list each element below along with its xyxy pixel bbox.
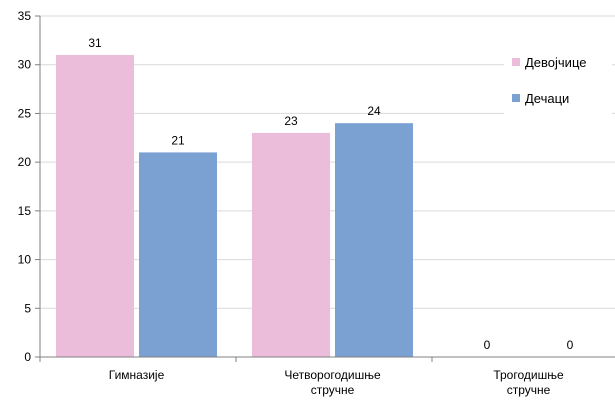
y-tick-label: 20	[18, 155, 32, 169]
y-tick-label: 15	[18, 204, 32, 218]
bars: 31 21 23 24 0 0	[56, 36, 574, 358]
legend-box	[504, 46, 612, 116]
y-tick-label: 30	[18, 58, 32, 72]
x-axis: Гимназије Четворогодишње стручне Трогодишње…	[39, 356, 615, 397]
x-tick-label: Гимназије	[109, 368, 165, 382]
y-tick-label: 5	[24, 301, 31, 315]
y-tick-label: 35	[18, 9, 32, 23]
y-tick-label: 0	[24, 350, 31, 364]
bar-boys	[139, 152, 217, 357]
data-label: 0	[484, 338, 491, 352]
bar-girls	[56, 54, 134, 357]
x-tick-label: Трогодишње стручне	[493, 368, 564, 397]
data-label: 31	[88, 36, 102, 50]
data-label: 21	[171, 133, 185, 147]
legend-swatch	[512, 94, 520, 102]
y-tick-label: 25	[18, 106, 32, 120]
legend-label: Девојчице	[525, 55, 586, 70]
y-axis: 0 5 10 15 20 25 30 35	[18, 9, 41, 364]
data-label: 24	[367, 104, 381, 118]
y-tick-label: 10	[18, 253, 32, 267]
legend-swatch	[512, 58, 520, 66]
data-label: 23	[284, 114, 298, 128]
bar-girls	[252, 132, 330, 357]
data-label: 0	[567, 338, 574, 352]
x-tick-label: Четворогодишње стручне	[284, 368, 381, 397]
legend: Девојчице Дечаци	[504, 46, 612, 116]
bar-boys	[335, 123, 413, 358]
legend-label: Дечаци	[525, 91, 569, 106]
